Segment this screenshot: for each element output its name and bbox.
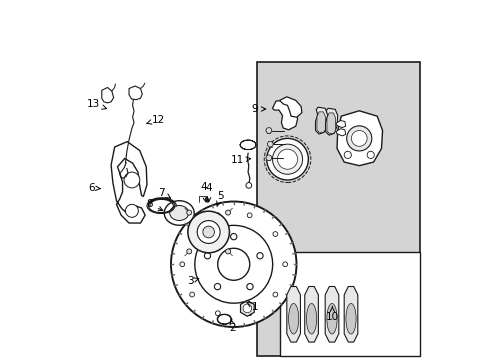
- Circle shape: [215, 311, 220, 316]
- Circle shape: [189, 292, 194, 297]
- Polygon shape: [286, 287, 300, 342]
- Circle shape: [247, 311, 251, 316]
- Polygon shape: [335, 129, 345, 136]
- Text: 10: 10: [325, 306, 338, 322]
- Circle shape: [180, 262, 184, 267]
- Circle shape: [217, 248, 249, 280]
- Circle shape: [197, 221, 220, 243]
- Circle shape: [272, 231, 277, 237]
- Text: 4: 4: [205, 183, 211, 202]
- Circle shape: [344, 151, 351, 158]
- Circle shape: [282, 262, 287, 267]
- Circle shape: [225, 249, 230, 254]
- Circle shape: [246, 283, 253, 290]
- Polygon shape: [315, 107, 327, 134]
- Circle shape: [204, 253, 210, 259]
- Text: 5: 5: [216, 191, 224, 207]
- Text: 11: 11: [230, 155, 250, 165]
- Polygon shape: [272, 100, 297, 130]
- Text: 4: 4: [200, 182, 207, 202]
- Circle shape: [247, 213, 251, 218]
- Circle shape: [186, 210, 191, 215]
- Polygon shape: [326, 113, 335, 134]
- Ellipse shape: [326, 303, 336, 334]
- Circle shape: [124, 172, 140, 188]
- Circle shape: [272, 144, 302, 174]
- Circle shape: [187, 211, 229, 253]
- Polygon shape: [102, 87, 113, 103]
- Circle shape: [346, 126, 371, 151]
- Text: 12: 12: [146, 115, 165, 125]
- Ellipse shape: [164, 201, 194, 225]
- Ellipse shape: [169, 206, 188, 220]
- Circle shape: [266, 138, 308, 180]
- Bar: [257, 62, 419, 356]
- Text: 8: 8: [146, 199, 163, 211]
- Polygon shape: [279, 97, 301, 117]
- Circle shape: [194, 225, 272, 303]
- Circle shape: [214, 283, 220, 290]
- Bar: [280, 252, 419, 356]
- Circle shape: [366, 151, 373, 158]
- Ellipse shape: [288, 303, 298, 334]
- Circle shape: [186, 249, 191, 254]
- Polygon shape: [336, 111, 382, 166]
- Circle shape: [243, 304, 251, 313]
- Polygon shape: [111, 141, 147, 223]
- Circle shape: [125, 204, 138, 217]
- Circle shape: [351, 131, 366, 146]
- Polygon shape: [325, 108, 337, 135]
- Circle shape: [277, 149, 297, 169]
- Circle shape: [189, 231, 194, 237]
- Polygon shape: [316, 112, 325, 132]
- Polygon shape: [335, 121, 345, 128]
- Circle shape: [265, 128, 271, 134]
- Circle shape: [267, 141, 273, 147]
- Circle shape: [203, 226, 214, 238]
- Text: 9: 9: [251, 104, 265, 114]
- Circle shape: [256, 253, 263, 259]
- Polygon shape: [129, 86, 142, 100]
- Text: 3: 3: [186, 276, 199, 286]
- Circle shape: [215, 213, 220, 218]
- Polygon shape: [304, 287, 318, 342]
- Circle shape: [272, 292, 277, 297]
- Ellipse shape: [306, 303, 316, 334]
- Circle shape: [171, 202, 296, 327]
- Text: 1: 1: [246, 302, 258, 312]
- Polygon shape: [240, 301, 254, 316]
- Polygon shape: [325, 287, 338, 342]
- Circle shape: [225, 210, 230, 215]
- Text: 7: 7: [158, 188, 170, 198]
- Polygon shape: [344, 287, 357, 342]
- Circle shape: [245, 183, 251, 188]
- Text: 13: 13: [87, 99, 106, 109]
- Circle shape: [230, 234, 236, 240]
- Text: 2: 2: [229, 320, 236, 333]
- Circle shape: [265, 155, 271, 161]
- Ellipse shape: [345, 303, 355, 334]
- Text: 6: 6: [88, 183, 100, 193]
